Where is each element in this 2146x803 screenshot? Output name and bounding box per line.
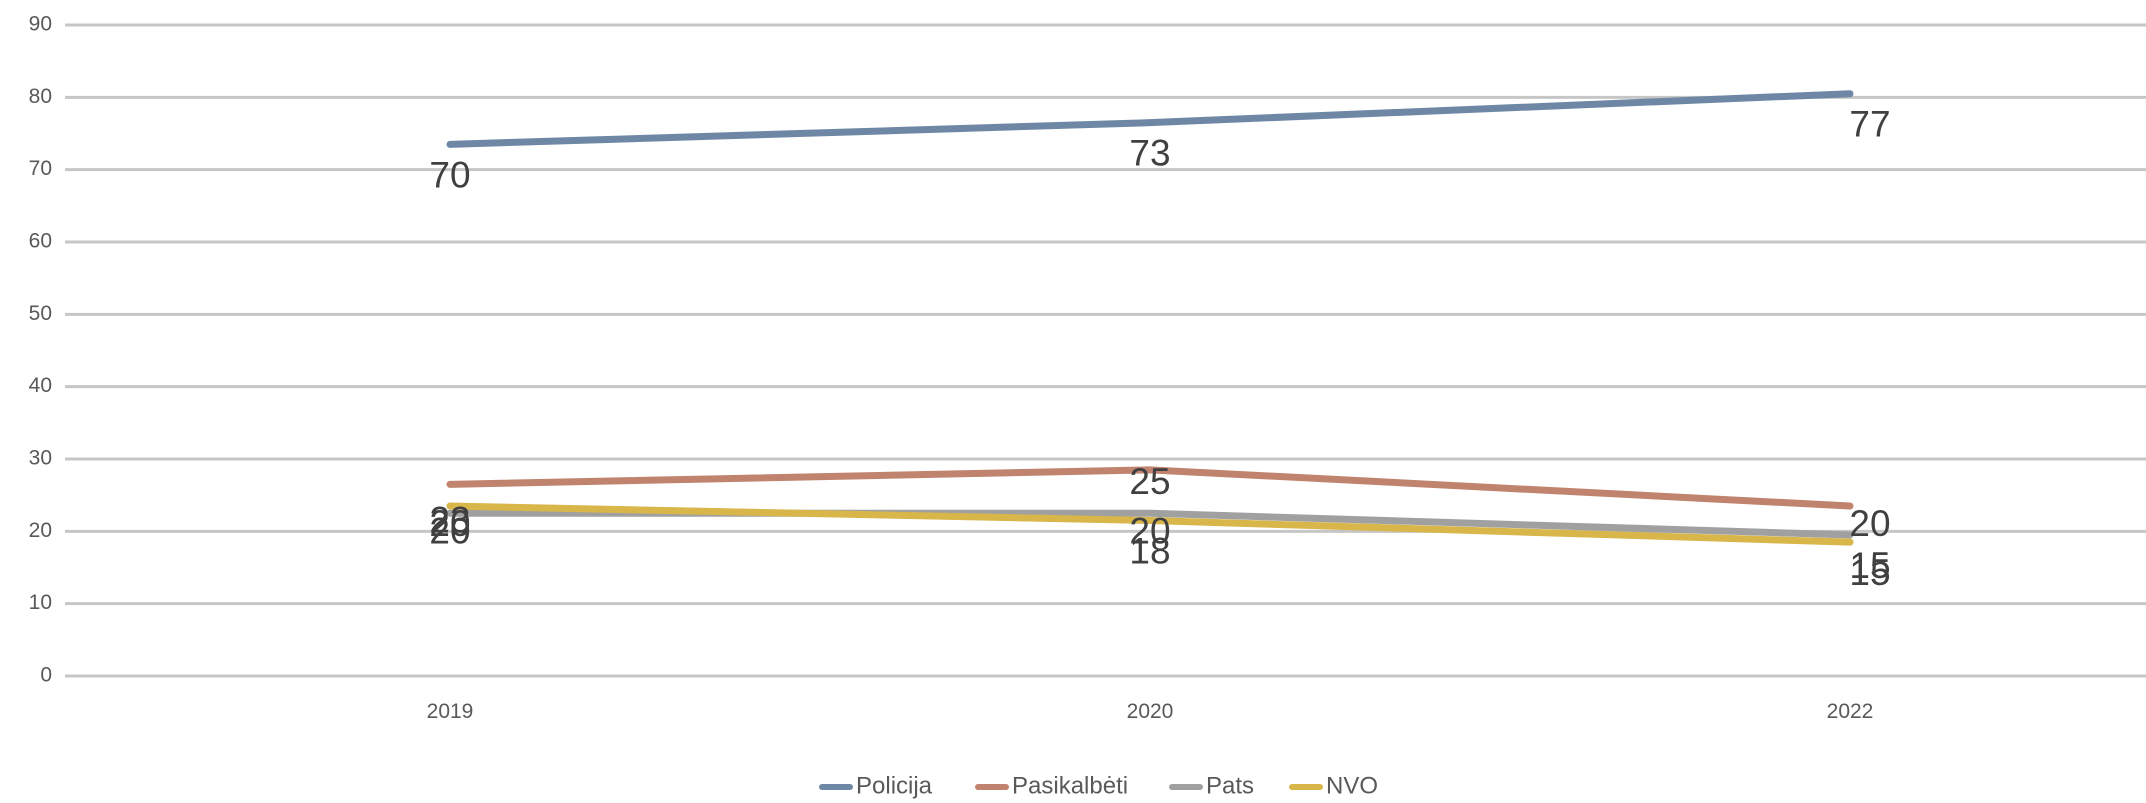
y-tick-label: 10: [29, 591, 52, 614]
series-line-nvo: [446, 502, 1854, 546]
data-label-nvo: 18: [1129, 530, 1170, 571]
data-label-pasikalbėti: 23: [429, 499, 470, 540]
data-label-policija: 77: [1849, 104, 1890, 145]
data-label-policija: 73: [1129, 133, 1170, 174]
data-label-nvo: 20: [429, 503, 470, 544]
y-tick-label: 70: [29, 157, 52, 180]
y-tick-label: 0: [40, 664, 52, 687]
data-label-pats: 20: [1129, 510, 1170, 551]
y-tick-label: 40: [29, 374, 52, 397]
x-tick-label: 2019: [427, 700, 474, 723]
gridlines: [65, 23, 2146, 678]
x-tick-label: 2022: [1827, 700, 1874, 723]
x-axis-ticks: 2019 2020 2022: [427, 700, 1874, 723]
data-label-pasikalbėti: 25: [1129, 461, 1170, 502]
legend-label-nvo: NVO: [1326, 772, 1378, 799]
y-axis-ticks: 0 10 20 30 40 50 60 70 80 90: [29, 13, 52, 687]
y-tick-label: 90: [29, 13, 52, 36]
legend: Policija Pasikalbėti Pats NVO: [819, 772, 1378, 799]
series-lines: [446, 90, 1854, 546]
y-tick-label: 30: [29, 447, 52, 470]
legend-label-pats: Pats: [1206, 772, 1254, 799]
y-tick-label: 20: [29, 519, 52, 542]
legend-label-policija: Policija: [856, 772, 933, 799]
data-label-pats: 20: [429, 510, 470, 551]
data-label-pasikalbėti: 20: [1849, 503, 1890, 544]
data-label-pats: 15: [1849, 545, 1890, 586]
y-tick-label: 50: [29, 302, 52, 325]
x-tick-label: 2020: [1127, 700, 1174, 723]
data-label-nvo: 15: [1849, 552, 1890, 593]
series-line-policija: [446, 90, 1854, 148]
y-tick-label: 60: [29, 230, 52, 253]
series-line-pasikalbėti: [446, 466, 1854, 510]
data-label-policija: 70: [429, 154, 470, 195]
legend-label-pasikalbėti: Pasikalbėti: [1012, 772, 1128, 799]
y-tick-label: 80: [29, 85, 52, 108]
